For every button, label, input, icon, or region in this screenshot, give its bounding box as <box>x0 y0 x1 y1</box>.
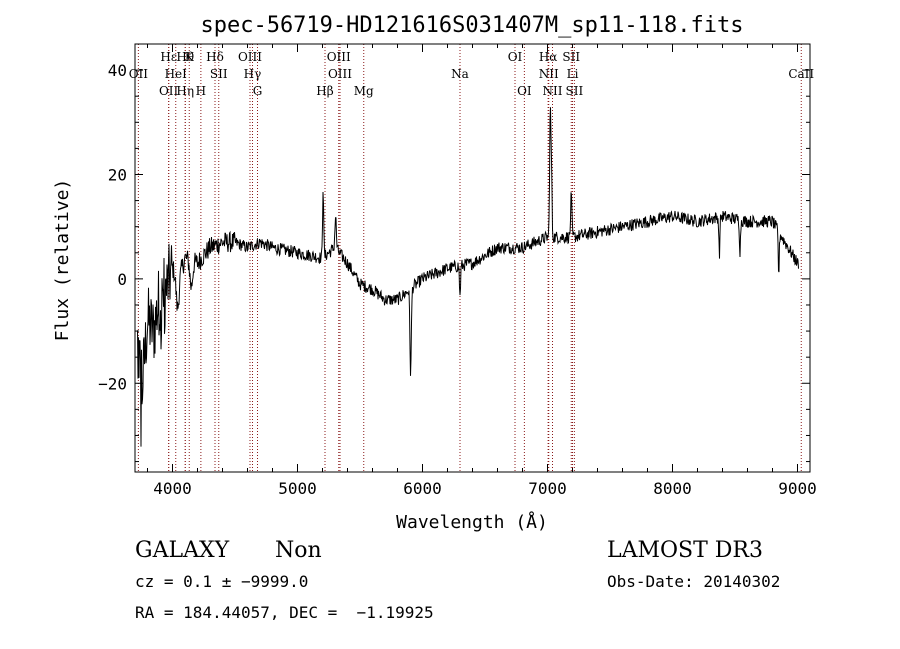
line-marker-label: Hε <box>160 50 177 64</box>
line-marker-label: K <box>185 50 195 64</box>
line-marker-label: OII <box>159 84 179 98</box>
line-marker-label: Na <box>451 67 469 81</box>
axes-frame <box>134 43 811 473</box>
x-axis-label: Wavelength (Å) <box>396 511 548 533</box>
line-marker-label: Hη <box>176 84 194 98</box>
x-tick-label: 7000 <box>528 479 567 498</box>
y-tick-label: 40 <box>108 61 127 80</box>
chart-title: spec-56719-HD121616S031407M_sp11-118.fit… <box>200 13 743 38</box>
survey-label: LAMOST DR3 <box>607 538 763 563</box>
line-marker-label: SII <box>562 50 580 64</box>
coordinates-line: RA = 184.44057, DEC = −1.19925 <box>135 603 434 622</box>
subclass-label: Non <box>275 538 322 563</box>
y-tick-label: 0 <box>117 270 127 289</box>
line-marker-label: Li <box>567 67 579 81</box>
line-marker-label: OI <box>517 84 532 98</box>
axis-ticks: 4000 5000 6000 7000 8000 9000 −20 0 20 40 <box>98 43 817 498</box>
y-axis-label: Flux (relative) <box>52 179 73 342</box>
line-marker-label: SII <box>210 67 228 81</box>
x-tick-label: 5000 <box>278 479 317 498</box>
x-tick-label: 6000 <box>403 479 442 498</box>
line-marker-label: CaII <box>788 67 814 81</box>
line-marker-label: Hα <box>539 50 558 64</box>
x-tick-label: 4000 <box>153 479 192 498</box>
spectrum-line <box>137 107 799 447</box>
y-tick-label: −20 <box>98 374 127 393</box>
redshift-line: cz = 0.1 ± −9999.0 <box>135 572 309 591</box>
line-marker-label: SII <box>566 84 584 98</box>
x-tick-label: 9000 <box>778 479 817 498</box>
line-marker-label: OI <box>508 50 523 64</box>
line-marker-label: H <box>196 84 206 98</box>
line-marker-label: Mg <box>354 84 374 98</box>
line-marker-label: Hβ <box>316 84 333 98</box>
line-marker-label: HeI <box>165 67 188 81</box>
line-marker-label: OIII <box>327 50 351 64</box>
line-marker-label: OIII <box>328 67 352 81</box>
obs-date: Obs-Date: 20140302 <box>607 572 781 591</box>
line-marker-label: OII <box>129 67 149 81</box>
line-marker-label: Hγ <box>244 67 262 81</box>
y-tick-label: 20 <box>108 165 127 184</box>
line-marker-label: G <box>253 84 263 98</box>
class-label: GALAXY <box>135 538 230 563</box>
line-marker-label: OIII <box>238 50 262 64</box>
line-marker-label: NII <box>539 67 559 81</box>
line-marker-label: Hδ <box>206 50 224 64</box>
x-tick-label: 8000 <box>653 479 692 498</box>
line-marker-label: NII <box>543 84 563 98</box>
